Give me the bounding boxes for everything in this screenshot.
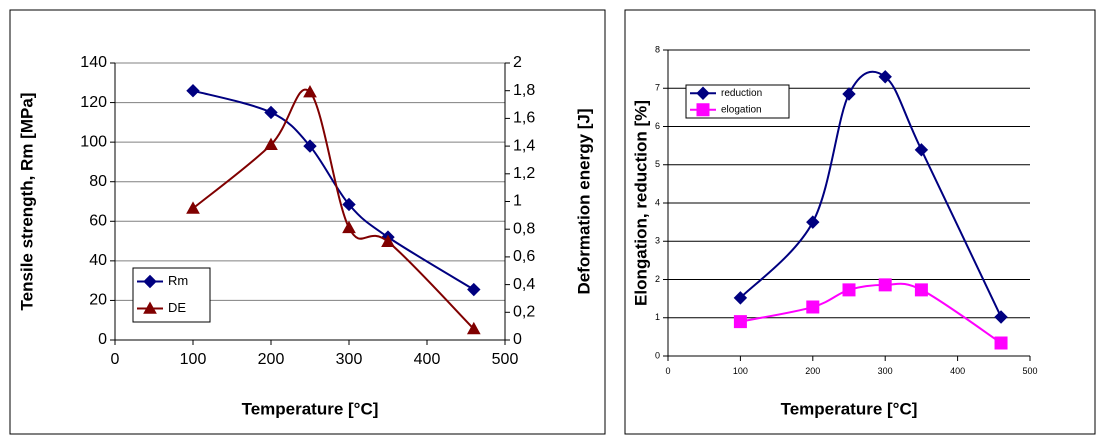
y-tick-label: 5 bbox=[655, 159, 660, 169]
marker bbox=[878, 70, 892, 84]
x-tick-label: 400 bbox=[414, 351, 441, 368]
x-tick-label: 300 bbox=[336, 351, 363, 368]
x-tick-label: 500 bbox=[1022, 366, 1037, 376]
x-tick-label: 0 bbox=[111, 351, 120, 368]
series-line bbox=[740, 282, 1002, 344]
x-tick-label: 100 bbox=[733, 366, 748, 376]
y2-tick-label: 1 bbox=[513, 193, 522, 210]
marker bbox=[914, 143, 929, 157]
y-tick-label: 4 bbox=[655, 197, 660, 207]
x-tick-label: 500 bbox=[492, 351, 519, 368]
x-tick-label: 100 bbox=[180, 351, 207, 368]
x-tick-label: 0 bbox=[665, 366, 670, 376]
series-line bbox=[739, 70, 1002, 318]
marker bbox=[342, 220, 356, 234]
y2-tick-label: 1,6 bbox=[513, 110, 535, 127]
y2-tick-label: 0,2 bbox=[513, 304, 535, 321]
chart: 02040608010012014000,20,40,60,811,21,41,… bbox=[17, 54, 593, 418]
y-tick-label: 80 bbox=[89, 173, 107, 190]
y2-tick-label: 0,8 bbox=[513, 220, 535, 237]
y2-axis-title: Deformation energy [J] bbox=[574, 108, 593, 294]
marker bbox=[842, 87, 856, 101]
y-tick-label: 0 bbox=[98, 331, 107, 348]
legend-marker bbox=[696, 103, 710, 117]
legend-marker bbox=[143, 301, 157, 314]
series-line bbox=[192, 88, 475, 330]
y2-tick-label: 1,4 bbox=[513, 137, 535, 154]
y-tick-label: 60 bbox=[89, 213, 107, 230]
x-tick-label: 300 bbox=[878, 366, 893, 376]
marker bbox=[994, 310, 1008, 324]
panel-frame bbox=[624, 9, 1096, 435]
legend: Rm DE bbox=[132, 267, 211, 323]
marker bbox=[186, 201, 200, 214]
panel-frame bbox=[9, 9, 606, 435]
y-tick-label: 6 bbox=[655, 121, 660, 131]
y2-tick-label: 1,2 bbox=[513, 165, 535, 182]
x-axis-title: Temperature [°C] bbox=[781, 399, 918, 418]
marker bbox=[264, 105, 278, 120]
y-tick-label: 0 bbox=[655, 350, 660, 360]
y-tick-label: 120 bbox=[80, 94, 107, 111]
marker bbox=[733, 315, 747, 329]
marker bbox=[303, 85, 317, 98]
y2-tick-label: 0,6 bbox=[513, 248, 535, 265]
x-tick-label: 200 bbox=[805, 366, 820, 376]
chart: 0 1 2 3 4 5 6 7 8 0 100 200 300 400 500 Temperature [°C… bbox=[631, 44, 1037, 418]
x-axis-title: Temperature [°C] bbox=[242, 399, 379, 418]
y-tick-label: 1 bbox=[655, 312, 660, 322]
y2-tick-label: 1,8 bbox=[513, 82, 535, 99]
legend-label: DE bbox=[168, 300, 186, 315]
marker bbox=[303, 139, 317, 153]
series-line bbox=[192, 89, 475, 291]
y2-tick-label: 0,4 bbox=[513, 276, 535, 293]
y2-tick-label: 2 bbox=[513, 54, 522, 71]
marker bbox=[264, 137, 278, 151]
y2-tick-label: 0 bbox=[513, 331, 522, 348]
y-tick-label: 2 bbox=[655, 274, 660, 284]
marker bbox=[994, 336, 1008, 350]
y-axis-title: Tensile strength, Rm [MPa] bbox=[17, 93, 36, 311]
marker bbox=[914, 283, 928, 297]
y-tick-label: 3 bbox=[655, 236, 660, 246]
marker bbox=[186, 83, 200, 98]
marker bbox=[806, 215, 820, 229]
y-tick-label: 140 bbox=[80, 54, 107, 71]
marker bbox=[466, 321, 481, 335]
x-tick-label: 400 bbox=[950, 366, 965, 376]
y-tick-label: 20 bbox=[89, 292, 107, 309]
y-tick-label: 7 bbox=[655, 83, 660, 93]
y-tick-label: 40 bbox=[89, 252, 107, 269]
marker bbox=[733, 291, 748, 305]
legend-label: elogation bbox=[721, 104, 762, 115]
marker bbox=[342, 197, 356, 212]
marker bbox=[467, 282, 481, 297]
legend: reduction elogation bbox=[685, 84, 790, 119]
x-tick-label: 200 bbox=[258, 351, 285, 368]
marker bbox=[806, 300, 820, 314]
marker bbox=[878, 278, 892, 292]
legend-marker bbox=[696, 86, 710, 100]
marker bbox=[842, 283, 856, 297]
y-axis-title: Elongation, reduction [%] bbox=[631, 100, 650, 306]
legend-marker bbox=[143, 274, 157, 289]
y-tick-label: 8 bbox=[655, 44, 660, 54]
legend-label: reduction bbox=[721, 88, 762, 99]
legend-label: Rm bbox=[168, 273, 188, 288]
marker bbox=[381, 234, 395, 247]
y-tick-label: 100 bbox=[80, 133, 107, 150]
